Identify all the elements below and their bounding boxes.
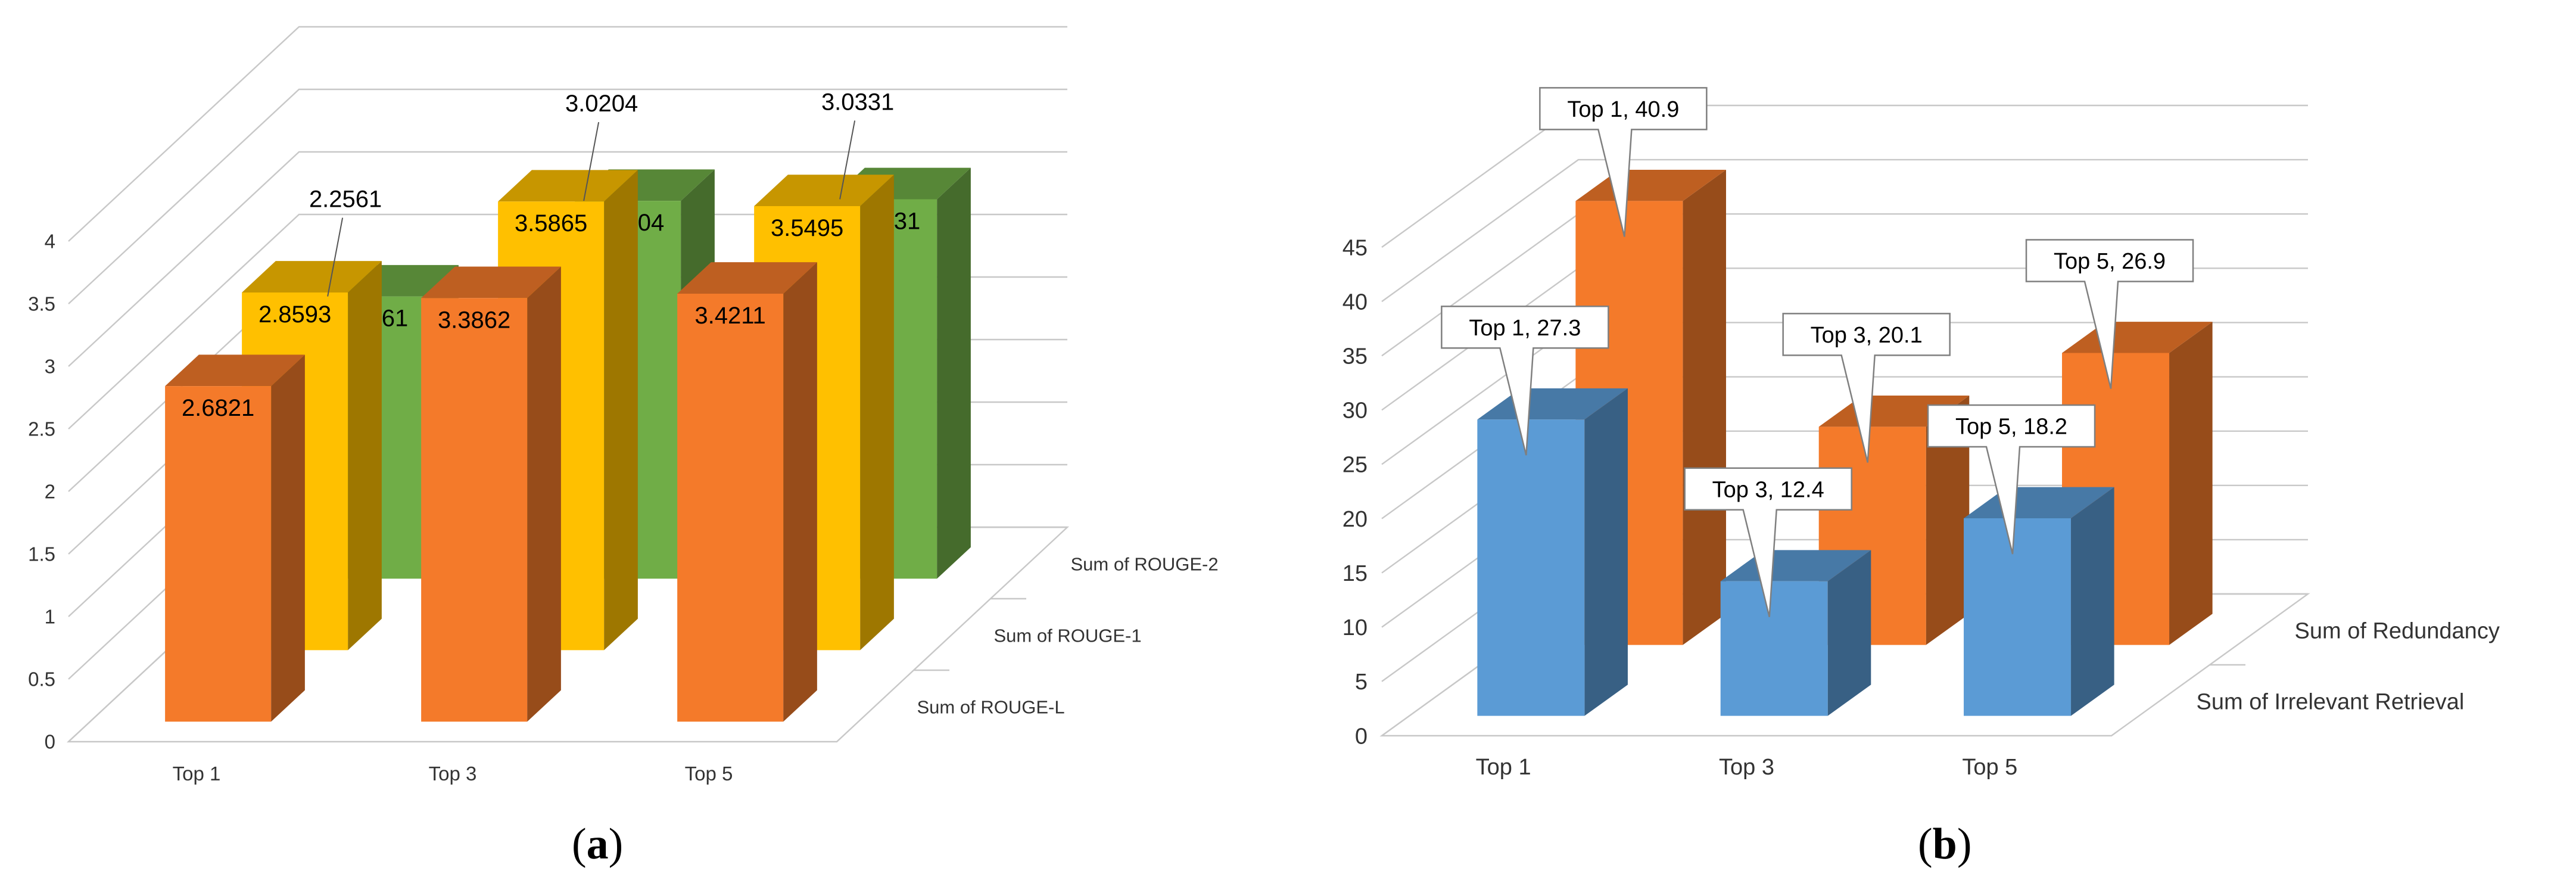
data-label: Top 5, 26.9 (2054, 249, 2166, 274)
bar (1477, 419, 1585, 716)
bar-top (754, 175, 894, 207)
bar-side (1926, 396, 1970, 645)
series-label: Sum of Redundancy (2295, 619, 2500, 644)
data-label: 3.0331 (821, 89, 894, 115)
x-category-label: Top 5 (685, 763, 733, 785)
bar-side (2071, 487, 2114, 716)
bar-side (2169, 322, 2213, 645)
chart-a: 0 0.5 1 1.5 2 2.5 3 3.5 4 2.2561 3.0204 3.0331 2.859… (28, 26, 1219, 785)
y-tick-label: 3.5 (28, 293, 55, 315)
bar-top (421, 266, 561, 298)
data-label: Top 5, 18.2 (1955, 415, 2067, 440)
bar-side (860, 175, 894, 651)
panel-label-b: (b) (1918, 820, 1972, 869)
y-tick-label: 1 (45, 606, 55, 628)
y-tick-label: 15 (1342, 561, 1368, 586)
data-callout (1539, 87, 1708, 237)
series-label: Sum of Irrelevant Retrieval (2197, 690, 2465, 715)
x-category-label: Top 1 (173, 763, 221, 785)
y-tick-label: 0 (45, 731, 55, 753)
leader-line (839, 120, 856, 200)
gridline (68, 151, 1067, 367)
data-label: 3.5865 (515, 210, 587, 237)
leader-line (327, 217, 344, 297)
bar-side (783, 262, 817, 722)
bar-top (677, 262, 817, 294)
bar-side (937, 167, 971, 579)
y-tick-label: 10 (1342, 615, 1368, 640)
series-label: Sum of ROUGE-L (917, 696, 1065, 717)
series-label: Sum of ROUGE-2 (1071, 553, 1219, 574)
y-tick-label: 1.5 (28, 543, 55, 565)
data-callout (2025, 239, 2194, 389)
data-label: 3.3862 (438, 307, 510, 333)
data-label: Top 3, 20.1 (1811, 323, 1923, 348)
gridline (1381, 104, 2308, 248)
series-label: Sum of ROUGE-1 (994, 625, 1142, 646)
gridline (68, 88, 1067, 304)
gridline (1381, 158, 2308, 303)
data-label: Top 1, 40.9 (1567, 97, 1679, 122)
data-label: 2.2561 (309, 186, 382, 213)
y-tick-label: 0 (1355, 724, 1368, 749)
y-tick-label: 35 (1342, 344, 1368, 369)
bar (165, 386, 272, 722)
y-tick-label: 4 (45, 231, 55, 253)
bar-side (348, 261, 382, 651)
bar (421, 298, 528, 722)
gridline (68, 26, 1067, 242)
y-tick-label: 3 (45, 356, 55, 378)
bar-side (1584, 388, 1628, 716)
data-label: 2.8593 (258, 301, 331, 328)
y-tick-label: 5 (1355, 670, 1368, 695)
leader-line (583, 122, 600, 201)
y-tick-label: 2.5 (28, 418, 55, 440)
bar-side (1827, 550, 1871, 716)
bar-side (271, 354, 305, 722)
bar (1964, 518, 2072, 716)
chart-b: 0 5 10 15 20 25 30 35 40 45 Top 1, 27.3 Top 3, 12.4… (1342, 87, 2500, 780)
data-label: 3.4211 (694, 303, 765, 329)
data-callout (1441, 305, 1609, 456)
data-label: 2.6821 (182, 395, 254, 421)
x-category-label: Top 3 (429, 763, 477, 785)
y-tick-label: 45 (1342, 235, 1368, 260)
x-category-label: Top 1 (1476, 755, 1531, 780)
bar-side (527, 266, 561, 722)
x-category-label: Top 3 (1719, 755, 1774, 780)
data-label: 3.0204 (565, 91, 638, 117)
bar (1720, 581, 1828, 716)
data-callout (1782, 313, 1951, 463)
y-tick-label: 20 (1342, 507, 1368, 532)
bar (677, 293, 784, 722)
data-label: Top 3, 12.4 (1712, 477, 1824, 502)
data-label: Top 1, 27.3 (1469, 316, 1581, 341)
x-category-label: Top 5 (1962, 755, 2017, 780)
y-tick-label: 0.5 (28, 668, 55, 690)
bar-side (604, 170, 638, 651)
y-tick-label: 30 (1342, 399, 1368, 424)
bar-side (1683, 170, 1726, 645)
panel-label-a: (a) (572, 820, 624, 869)
data-callout (1684, 467, 1852, 618)
data-label: 3.5495 (771, 215, 843, 241)
bar-top (242, 261, 382, 293)
bar-top (165, 354, 305, 387)
y-tick-label: 40 (1342, 290, 1368, 315)
bar-top (498, 170, 638, 202)
data-callout (1927, 404, 2096, 555)
y-tick-label: 25 (1342, 453, 1368, 478)
y-tick-label: 2 (45, 481, 55, 503)
